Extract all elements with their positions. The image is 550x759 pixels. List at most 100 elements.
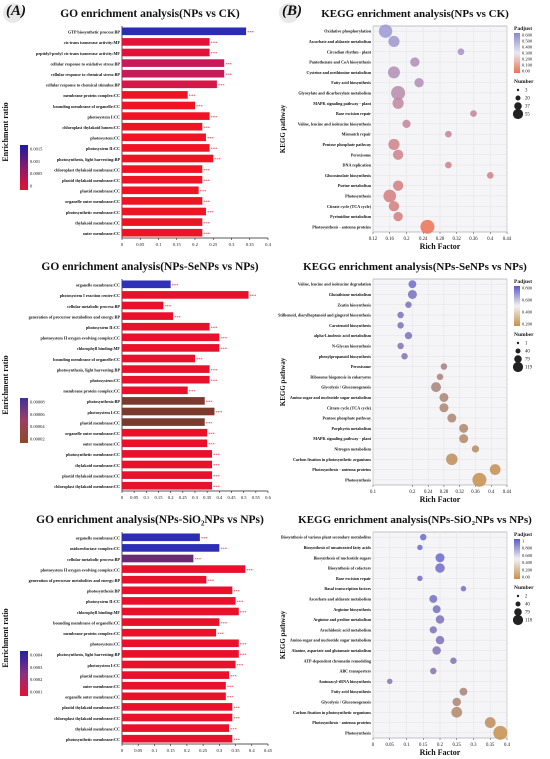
category-label: membrane protein complex:CC xyxy=(63,389,120,394)
category-label: membrane protein complex:CC xyxy=(63,631,120,636)
significance-label: *** xyxy=(211,325,219,330)
legend-tick-label: 0.400 xyxy=(522,45,533,50)
bar xyxy=(122,481,213,490)
bubble xyxy=(391,85,406,100)
legend-tick-label: 0.0002 xyxy=(30,677,42,682)
pathway-label: Purine metabolism xyxy=(338,183,372,188)
significance-label: *** xyxy=(196,104,204,109)
bar xyxy=(122,312,174,320)
category-label: cellular metabolic process:BP xyxy=(67,304,120,309)
legend-tick-label: 0 xyxy=(30,184,33,189)
legend-tick-label: 0.400 xyxy=(522,560,533,565)
pathway-label: Ribosome biogenesis in eukaryotes xyxy=(310,374,371,379)
significance-label: *** xyxy=(240,610,248,615)
pathway-label: Oxidative phosphorylation xyxy=(324,29,371,34)
legend-tick-label: 0.200 xyxy=(522,322,533,327)
bar xyxy=(122,91,188,99)
pathway-label: Zeatin biosynthesis xyxy=(337,302,371,307)
bubble xyxy=(436,373,444,381)
bar xyxy=(122,713,233,722)
legend-tick-label: 0.500 xyxy=(522,39,533,44)
significance-label: *** xyxy=(203,125,211,130)
kegg-chart-sio2nps-vs-nps: KEGG enrichment analysis(NPs-SiO₂NPs vs … xyxy=(275,506,550,759)
significance-label: *** xyxy=(218,83,226,88)
x-tick-label: 0.25 xyxy=(453,743,462,748)
size-legend-dot xyxy=(512,108,524,120)
bubble xyxy=(472,472,487,487)
category-label: photosystem II oxygen evolving complex:C… xyxy=(40,336,120,341)
category-label: photosystem:CC xyxy=(90,642,120,647)
bubble xyxy=(417,575,423,582)
pathway-label: Amino sugar and nucleotide sugar metabol… xyxy=(290,395,372,400)
category-label: photosystem I reaction center:CC xyxy=(60,293,120,298)
pathway-label: MAPK signaling pathway - plant xyxy=(313,101,371,106)
x-tick-label: 0.16 xyxy=(386,237,395,242)
bar xyxy=(122,628,217,637)
bubble xyxy=(397,342,404,350)
bubble xyxy=(459,423,469,433)
bubble xyxy=(457,48,465,56)
x-tick-label: 0.36 xyxy=(469,237,478,242)
bubble xyxy=(470,110,477,117)
pathway-label: Base excision repair xyxy=(336,111,371,116)
pathway-label: MAPK signaling pathway - plant xyxy=(313,436,371,441)
color-legend-bar xyxy=(514,33,520,73)
x-tick-label: 0.25 xyxy=(209,242,218,247)
significance-label: *** xyxy=(213,484,221,489)
significance-label: *** xyxy=(214,157,222,162)
significance-label: *** xyxy=(208,431,216,436)
kegg2-svg: KEGG enrichment analysis(NPs-SeNPs vs NP… xyxy=(278,261,534,504)
x-axis-label: Rich Factor xyxy=(420,242,461,251)
legend-tick-label: 0.600 xyxy=(522,33,533,38)
category-label: photosynthesis, light harvesting:BP xyxy=(57,367,121,372)
pathway-label: Pyrimidine metabolism xyxy=(330,214,371,219)
category-label: bounding membrane of organelle:CC xyxy=(53,104,120,109)
significance-label: *** xyxy=(213,463,221,468)
bar xyxy=(122,144,210,152)
bar xyxy=(122,333,220,342)
bubble xyxy=(435,553,445,563)
bubble xyxy=(430,667,437,675)
category-label: chloroplast thylakoid membrane:CC xyxy=(54,167,120,172)
category-label: photosynthetic membrane:CC xyxy=(66,452,120,457)
category-label: photosystem II oxygen evolving complex:C… xyxy=(40,567,120,572)
bubble xyxy=(402,119,411,128)
significance-label: *** xyxy=(240,653,248,658)
size-legend-dot xyxy=(515,348,521,354)
size-legend-dot xyxy=(514,102,522,110)
legend-tick-label: 0.00004 xyxy=(30,424,45,429)
x-axis-label: Rich Factor xyxy=(420,495,461,504)
significance-label: *** xyxy=(230,674,238,679)
color-legend-bar xyxy=(20,145,28,190)
pathway-label: Valine, leucine and isoleucine biosynthe… xyxy=(298,121,372,126)
size-legend-title: Number xyxy=(514,79,534,85)
category-label: photosystem:CC xyxy=(90,378,120,383)
category-label: chloroplast thylakoid membrane:CC xyxy=(54,716,120,721)
category-label: photosynthesis:BP xyxy=(87,589,120,594)
bar xyxy=(122,460,213,469)
pathway-label: Circadian rhythm - plant xyxy=(327,49,372,54)
x-tick-label: 0.5 xyxy=(241,495,247,500)
category-label: photosystem II:CC xyxy=(86,325,120,330)
bar xyxy=(122,439,208,448)
category-label: plastid membrane:CC xyxy=(80,189,120,194)
bubble xyxy=(439,392,449,402)
bar xyxy=(122,450,213,458)
bubble xyxy=(452,697,461,707)
significance-label: *** xyxy=(206,421,214,426)
size-legend-title: Number xyxy=(514,332,534,338)
legend-tick-label: 79 xyxy=(525,358,530,363)
category-label: oxidoreductase complex:CC xyxy=(70,546,120,551)
significance-label: *** xyxy=(247,30,255,35)
panel-a-circle xyxy=(3,3,23,23)
bar xyxy=(122,586,233,595)
x-tick-label: 0.35 xyxy=(246,242,255,247)
x-tick-label: 0.1 xyxy=(370,490,377,495)
bubble xyxy=(407,289,417,299)
x-tick-label: 0.2 xyxy=(409,490,416,495)
legend-tick-label: 0.100 xyxy=(522,63,533,68)
legend-tick-label: 1 xyxy=(522,539,524,544)
pathway-label: Porphyrin metabolism xyxy=(332,426,372,431)
color-legend-bar xyxy=(20,398,28,443)
category-label: plastid thylakoid membrane:CC xyxy=(62,705,120,710)
